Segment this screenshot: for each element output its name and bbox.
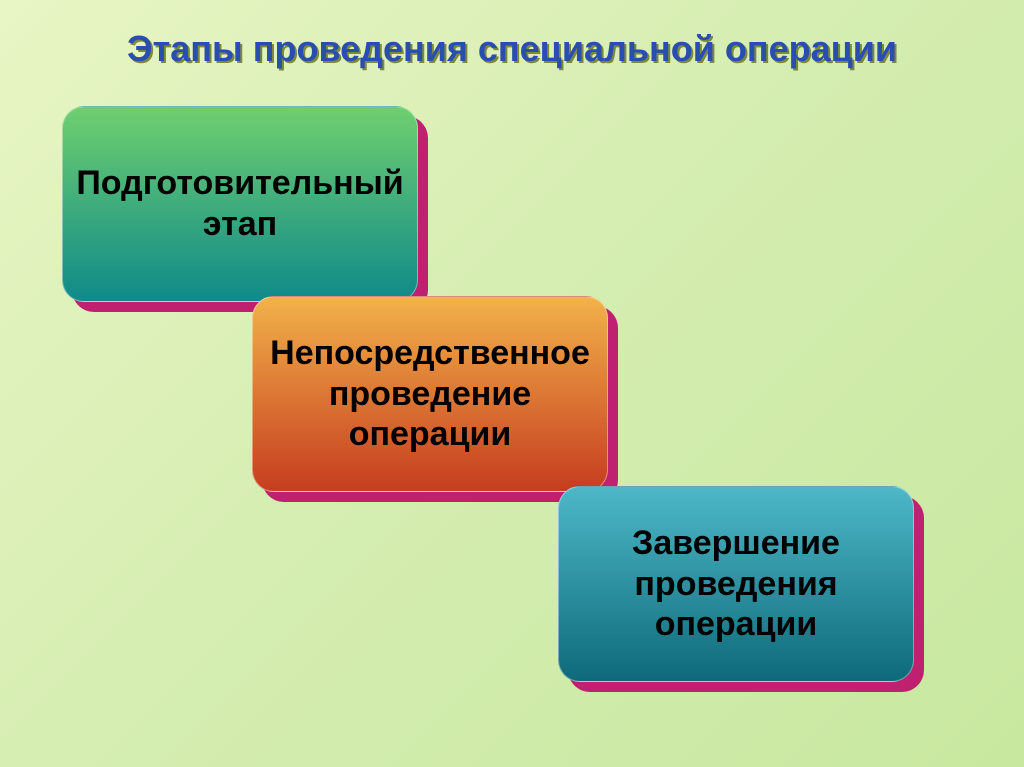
card-2-label: Непосредственное проведение операции — [252, 323, 608, 465]
card-3-label: Завершение проведения операции — [559, 513, 913, 655]
card-3: Завершение проведения операции — [558, 486, 914, 682]
card-2: Непосредственное проведение операции — [252, 296, 608, 492]
card-1: Подготовительный этап — [62, 106, 418, 302]
slide-title: Этапы проведения специальной операции — [0, 28, 1024, 70]
card-1-label: Подготовительный этап — [58, 153, 421, 255]
slide-title-text: Этапы проведения специальной операции — [127, 28, 897, 69]
